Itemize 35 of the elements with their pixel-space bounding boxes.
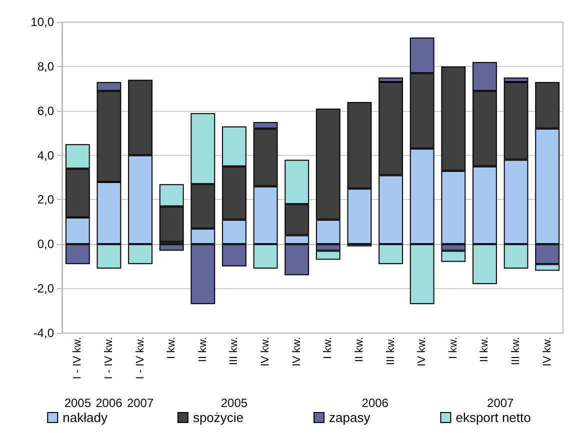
y-tick-label: 6,0 [37,104,54,118]
x-tick-label: I kw. [447,337,460,360]
x-tick-label: III kw. [384,337,397,366]
text: 2007 [487,396,514,410]
bar [159,244,184,251]
text: 2005 [220,396,248,410]
text: 2007 [126,396,154,410]
x-tick-label: IV kw. [541,337,554,366]
y-tick-label: 10,0 [30,15,54,29]
legend-label: spożycie [192,410,244,425]
x-tick-label: I - IV kw. [134,337,146,380]
y-tick-label: -4,0 [33,326,54,340]
x-tick-label: I kw. [166,337,178,360]
y-tick-label: -2,0 [33,282,54,296]
x-tick-label: I - IV kw. [102,337,115,380]
text: 2006 [96,396,123,410]
x-tick-label: I - IV kw. [72,337,84,380]
y-tick-label: 8,0 [37,59,54,74]
text: 2005 [64,396,92,410]
legend-label: eksport netto [456,410,531,425]
x-tick-label: I kw. [322,337,334,360]
y-tick-label: 2,0 [37,192,54,207]
x-tick-label: II kw. [353,337,366,362]
x-tick-label: IV kw. [416,337,428,366]
x-tick-label: II kw. [196,337,209,362]
y-tick-label: 0,0 [37,237,54,252]
x-tick-label: II kw. [478,337,491,362]
x-tick-label: IV kw. [290,337,303,366]
legend-label: zapasy [329,410,371,425]
text: 2006 [362,396,389,410]
y-tick-label: 4,0 [37,148,54,162]
x-tick-label: IV kw. [260,337,272,366]
legend-label: nakłady [62,410,108,425]
x-tick-label: III kw. [510,337,522,366]
x-tick-label: III kw. [228,337,240,366]
